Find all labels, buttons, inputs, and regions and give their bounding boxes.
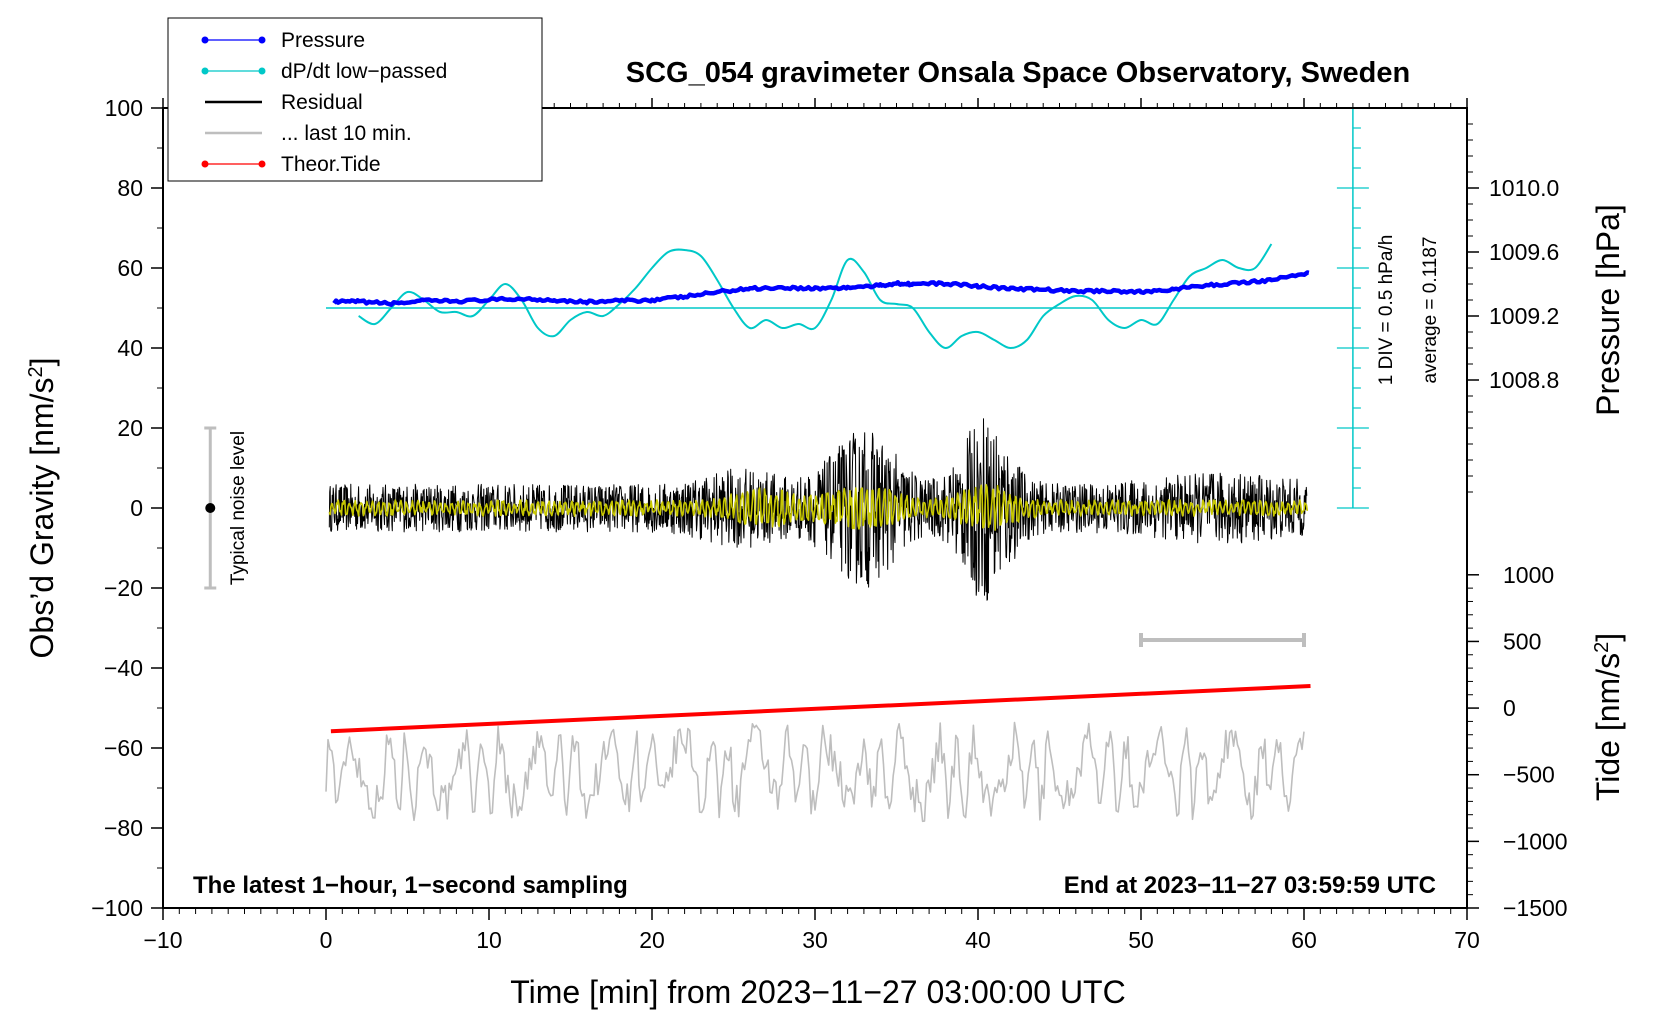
legend-swatch-dot [201,67,209,75]
x-tick-label: 70 [1454,927,1480,953]
pressure-tick-label: 1008.8 [1489,367,1559,393]
legend-label: ... last 10 min. [281,122,412,145]
tide-tick-label: −1500 [1503,895,1568,921]
tide-series-line [330,684,1311,734]
legend-label: dP/dt low−passed [281,60,447,83]
legend-swatch-dot [201,36,209,44]
annotation-right: End at 2023−11−27 03:59:59 UTC [1064,872,1436,899]
x-tick-label: 10 [476,927,502,953]
legend-label: Pressure [281,29,365,52]
x-tick-label: 40 [965,927,991,953]
noise-level-dot [205,503,216,513]
y-axis-title: Obs’d Gravity [nm/s2] [24,358,60,659]
pressure-tick-label: 1009.2 [1489,303,1559,329]
legend-swatch-dot [258,67,266,75]
tide-tick-label: 0 [1503,695,1516,721]
residual-lowpass-series-line [328,483,1309,531]
x-tick-label: 30 [802,927,828,953]
x-axis-title: Time [min] from 2023−11−27 03:00:00 UTC [510,974,1125,1010]
y-tick-label: −80 [104,815,143,841]
pressure-axis-title: Pressure [hPa] [1590,204,1626,416]
last10-series-line [325,721,1305,823]
y-tick-label: 60 [117,255,143,281]
y-tick-label: −60 [104,735,143,761]
pressure-series-line [332,270,1310,307]
plot-layer [204,107,1369,823]
pressure-tick-label: 1010.0 [1489,175,1559,201]
y-tick-label: −40 [104,655,143,681]
legend-label: Theor.Tide [281,153,381,176]
legend-swatch-dot [258,160,266,168]
legend: Pressure dP/dt low−passed Residual ... last… [167,17,543,182]
tide-tick-label: 1000 [1503,562,1554,588]
x-tick-label: 60 [1291,927,1317,953]
legend-swatch-dot [258,36,266,44]
noise-level-label: Typical noise level [228,431,249,585]
chart-title: SCG_054 gravimeter Onsala Space Observat… [626,57,1410,89]
tide-tick-label: 500 [1503,628,1541,654]
y-tick-label: 20 [117,415,143,441]
y-tick-label: 100 [105,95,143,121]
div-label: 1 DIV = 0.5 hPa/h [1376,235,1397,386]
x-tick-label: −10 [143,927,182,953]
tide-tick-label: −1000 [1503,828,1568,854]
y-tick-label: −100 [91,895,143,921]
y-tick-label: 0 [130,495,143,521]
legend-label: Residual [281,91,363,114]
dpdt-series-line [358,243,1273,350]
y-tick-label: 40 [117,335,143,361]
pressure-tick-label: 1009.6 [1489,239,1559,265]
x-tick-label: 20 [639,927,665,953]
x-tick-label: 50 [1128,927,1154,953]
tide-axis-title: Tide [nm/s2] [1590,633,1626,801]
average-label: average = 0.1187 [1420,236,1441,383]
x-tick-label: 0 [320,927,333,953]
axes-layer: −10 0 10 20 30 40 50 60 70−100−80−60−40−20020406… [91,95,1567,953]
annotation-left: The latest 1−hour, 1−second sampling [193,872,628,899]
legend-swatch-dot [201,160,209,168]
y-tick-label: −20 [104,575,143,601]
y-tick-label: 80 [117,175,143,201]
legend-box [167,17,543,182]
tide-tick-label: −500 [1503,762,1555,788]
